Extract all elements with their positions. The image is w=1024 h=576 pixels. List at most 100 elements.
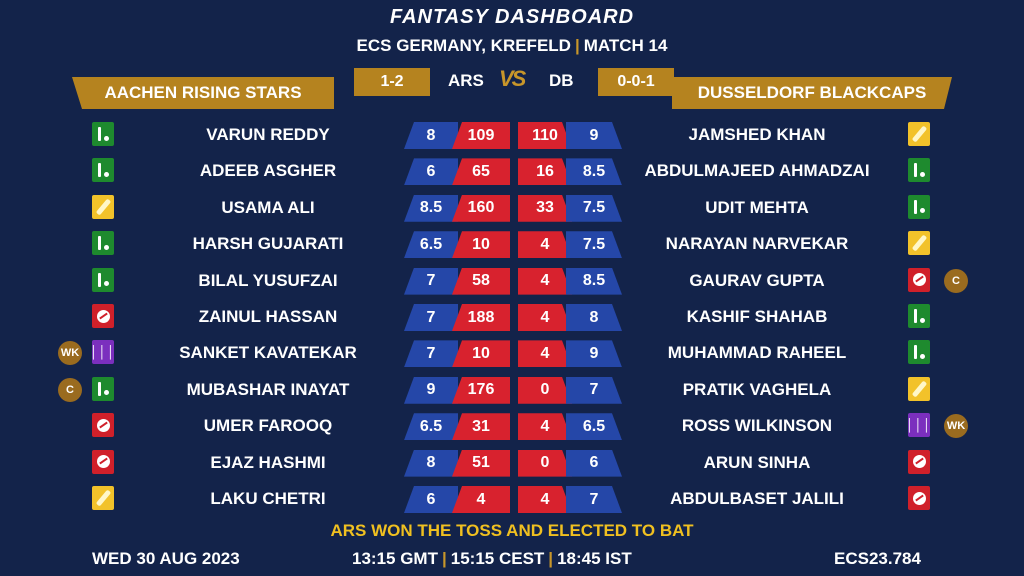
all-rounder-icon <box>92 267 114 292</box>
left-player-credit: 7 <box>404 340 458 368</box>
right-player-name: UDIT MEHTA <box>705 197 809 217</box>
right-player-credit: 6.5 <box>566 413 622 440</box>
player-row: HARSH GUJARATI 6.5 10 4 7.5 NARAYAN NARVEKAR <box>0 227 1024 263</box>
right-player-points: 4 <box>518 268 572 295</box>
left-player-credit: 6.5 <box>404 413 458 441</box>
left-player-credit: 7 <box>404 267 458 295</box>
bowler-icon <box>92 304 114 328</box>
captain-badge: C <box>944 268 968 293</box>
wicketkeeper-badge: WK <box>58 341 82 366</box>
batsman-icon <box>92 486 114 510</box>
match-number: MATCH 14 <box>583 36 668 55</box>
batsman-icon <box>908 231 930 256</box>
right-player-credit: 7 <box>566 486 622 513</box>
left-player-points: 10 <box>452 340 510 368</box>
all-rounder-icon <box>908 194 930 219</box>
right-player-credit: 9 <box>566 340 622 367</box>
left-player-points: 10 <box>452 231 510 259</box>
right-team-banner: DUSSELDORF BLACKCAPS <box>672 77 952 109</box>
left-player-points: 58 <box>452 267 510 295</box>
player-row: WK │││ SANKET KAVATEKAR 7 10 4 9 MUHAMMAD RAHEE… <box>0 336 1024 372</box>
wicketkeeper-icon: │││ <box>906 413 931 438</box>
right-player-name: GAURAV GUPTA <box>689 270 825 290</box>
player-row: BILAL YUSUFZAI 7 58 4 8.5 GAURAV GUPTA C <box>0 264 1024 300</box>
right-team-abbr: DB <box>549 71 574 90</box>
left-team-banner: AACHEN RISING STARS <box>72 77 334 109</box>
left-player-points: 31 <box>452 413 510 441</box>
left-player-name: SANKET KAVATEKAR <box>179 343 357 363</box>
player-row: ZAINUL HASSAN 7 188 4 8 KASHIF SHAHAB <box>0 300 1024 336</box>
left-team-abbr: ARS <box>448 71 484 90</box>
right-player-name: KASHIF SHAHAB <box>686 307 828 326</box>
all-rounder-icon <box>92 122 114 146</box>
right-player-points: 33 <box>518 195 572 222</box>
bowler-icon <box>908 449 930 474</box>
right-player-name: ABDULMAJEED AHMADZAI <box>644 161 870 181</box>
right-player-credit: 9 <box>566 122 622 149</box>
player-row: USAMA ALI 8.5 160 33 7.5 UDIT MEHTA <box>0 191 1024 227</box>
right-player-credit: 8 <box>566 304 622 331</box>
bowler-icon <box>908 267 930 292</box>
right-player-points: 0 <box>518 377 572 404</box>
right-player-name: NARAYAN NARVEKAR <box>665 234 849 254</box>
wicketkeeper-icon: │││ <box>90 340 115 365</box>
left-player-credit: 8 <box>404 449 458 477</box>
left-player-points: 109 <box>452 122 510 149</box>
left-player-name: HARSH GUJARATI <box>192 234 344 254</box>
left-player-name: BILAL YUSUFZAI <box>198 270 338 290</box>
left-player-name: EJAZ HASHMI <box>210 452 326 472</box>
left-player-name: MUBASHAR INAYAT <box>186 379 350 399</box>
all-rounder-icon <box>92 231 114 256</box>
subtitle-separator: | <box>574 36 580 55</box>
time-ist: 18:45 IST <box>557 549 632 568</box>
all-rounder-icon <box>908 340 930 365</box>
vs-logo: VS <box>499 66 526 91</box>
page-title: FANTASY DASHBOARD <box>389 6 635 28</box>
right-player-credit: 8.5 <box>566 158 622 185</box>
right-player-points: 16 <box>518 158 572 185</box>
left-player-points: 51 <box>452 449 510 477</box>
left-player-points: 160 <box>452 194 510 222</box>
all-rounder-icon <box>908 304 930 328</box>
left-player-name: ZAINUL HASSAN <box>198 307 338 326</box>
right-team-record: 0-0-1 <box>598 68 674 96</box>
left-player-credit: 8 <box>404 122 458 149</box>
right-player-credit: 7.5 <box>566 231 622 258</box>
bowler-icon <box>908 486 930 510</box>
batsman-icon <box>908 376 930 401</box>
player-row: EJAZ HASHMI 8 51 0 6 ARUN SINHA <box>0 446 1024 482</box>
left-player-credit: 6.5 <box>404 231 458 259</box>
batsman-icon <box>908 122 930 146</box>
right-player-name: ROSS WILKINSON <box>681 416 833 436</box>
captain-badge: C <box>58 377 82 402</box>
left-player-name: UMER FAROOQ <box>203 416 333 436</box>
time-separator: | <box>441 549 447 568</box>
right-player-points: 4 <box>518 304 572 331</box>
right-player-credit: 7 <box>566 377 622 404</box>
right-player-credit: 7.5 <box>566 195 622 222</box>
wicketkeeper-badge: WK <box>944 414 968 439</box>
right-player-points: 4 <box>518 413 572 440</box>
bowler-icon <box>92 449 114 474</box>
player-row: VARUN REDDY 8 109 110 9 JAMSHED KHAN <box>0 118 1024 154</box>
all-rounder-icon <box>92 376 114 401</box>
right-player-points: 4 <box>518 486 572 513</box>
right-player-name: PRATIK VAGHELA <box>682 379 832 399</box>
right-player-points: 4 <box>518 340 572 367</box>
right-player-name: MUHAMMAD RAHEEL <box>667 343 847 363</box>
left-player-credit: 8.5 <box>404 194 458 222</box>
left-player-name: VARUN REDDY <box>206 125 330 144</box>
right-player-name: ARUN SINHA <box>703 452 811 472</box>
left-player-credit: 9 <box>404 376 458 404</box>
time-cest: 15:15 CEST <box>450 549 545 568</box>
left-player-name: USAMA ALI <box>221 197 315 217</box>
left-player-points: 65 <box>452 158 510 186</box>
right-player-name: JAMSHED KHAN <box>688 125 826 144</box>
league-name: ECS GERMANY, KREFELD <box>356 36 571 55</box>
left-team-record: 1-2 <box>354 68 430 96</box>
match-code: ECS23.784 <box>834 549 921 568</box>
left-player-name: ADEEB ASGHER <box>199 161 337 181</box>
time-separator: | <box>548 549 554 568</box>
all-rounder-icon <box>92 158 114 183</box>
right-player-credit: 8.5 <box>566 268 622 295</box>
